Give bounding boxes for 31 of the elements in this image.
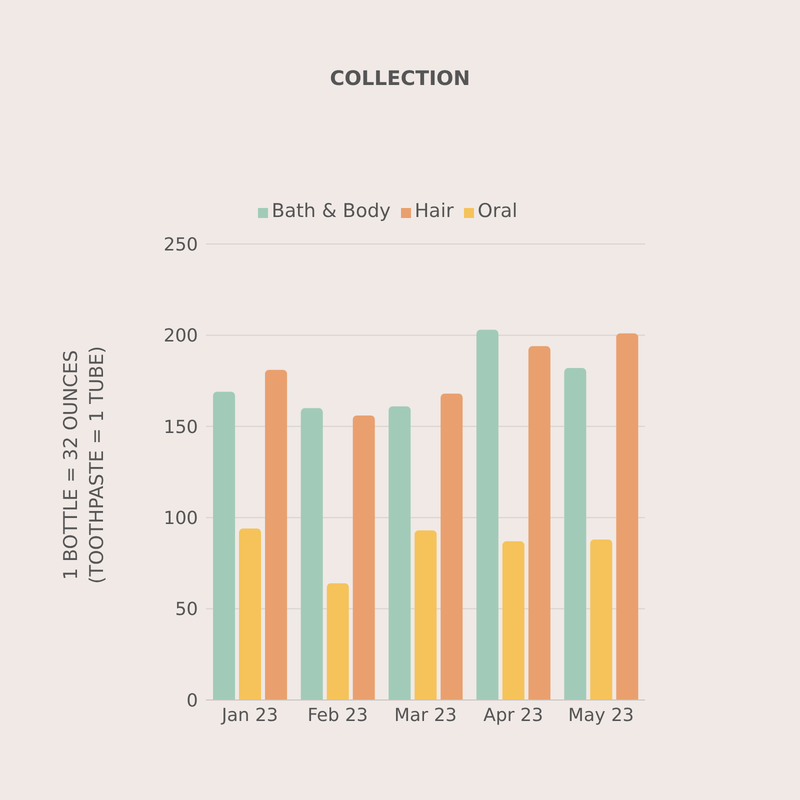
bar	[528, 346, 550, 700]
bar	[414, 530, 437, 700]
bar	[564, 368, 586, 700]
y-tick-label: 200	[164, 326, 198, 347]
bar	[300, 408, 323, 700]
y-axis-title: 1 BOTTLE = 32 OUNCES (TOOTHPASTE = 1 TUBE)	[59, 346, 109, 584]
bar	[616, 333, 638, 700]
x-tick-label: Jan 23	[220, 704, 278, 726]
legend-label: Oral	[478, 200, 518, 222]
bar	[440, 394, 463, 700]
x-tick-label: May 23	[568, 704, 634, 726]
x-tick-label: Feb 23	[307, 704, 368, 726]
y-tick-label: 100	[164, 508, 198, 529]
bar	[502, 541, 524, 700]
legend-label: Bath & Body	[272, 200, 391, 222]
bar	[590, 539, 612, 700]
x-tick-label: Apr 23	[483, 704, 544, 726]
y-tick-label: 0	[186, 690, 198, 712]
bar	[213, 392, 236, 700]
x-tick-label: Mar 23	[394, 704, 457, 726]
y-tick-label: 50	[175, 599, 198, 620]
bar	[265, 370, 288, 700]
chart-title: COLLECTION	[328, 66, 472, 90]
y-tick-label: 150	[164, 416, 198, 438]
bar	[326, 583, 349, 700]
y-tick-label: 250	[164, 234, 198, 256]
bar	[352, 415, 375, 700]
bar	[388, 406, 411, 700]
bar	[239, 528, 262, 700]
legend-label: Hair	[414, 200, 454, 222]
bar	[476, 330, 498, 700]
